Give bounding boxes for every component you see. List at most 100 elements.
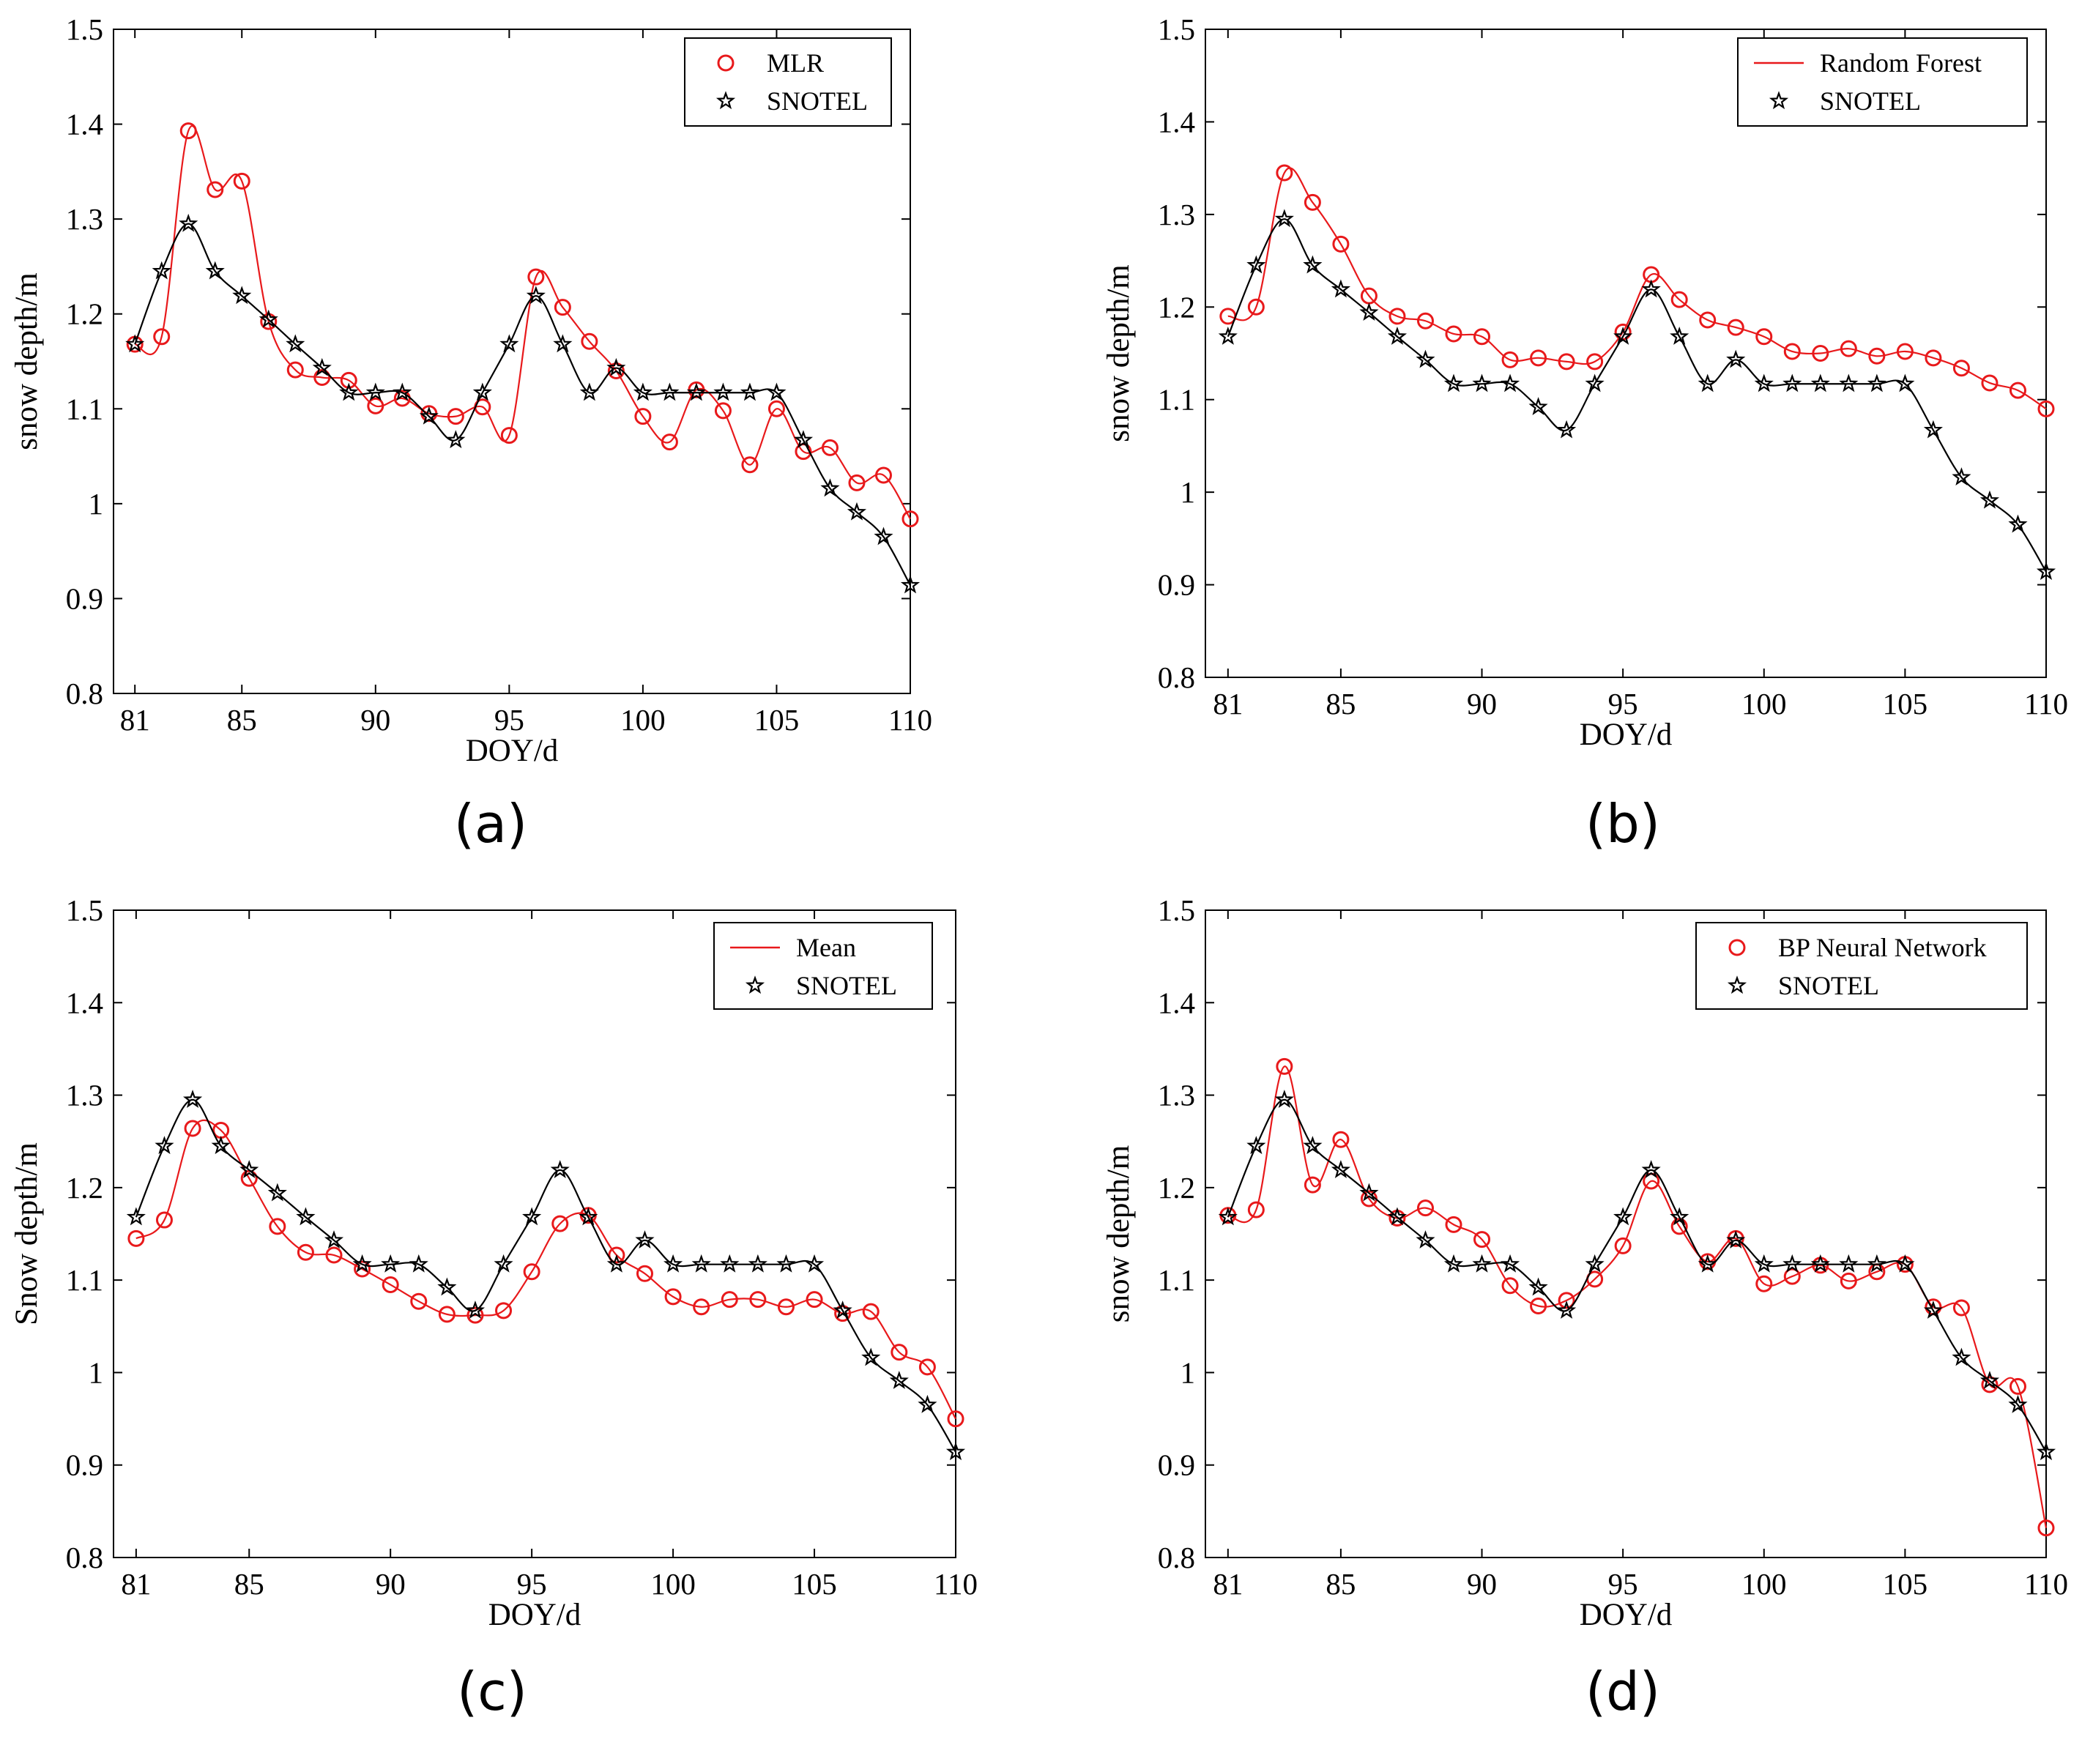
axes-box: [113, 909, 956, 1558]
data-point: [1727, 319, 1744, 336]
y-tick-label: 1.2: [1158, 290, 1195, 324]
x-tick-label: 81: [121, 1567, 151, 1601]
data-point: [466, 1306, 484, 1324]
data-point: [1557, 420, 1577, 439]
y-tick-label: 1: [1181, 1355, 1196, 1389]
data-point: [1839, 1254, 1859, 1273]
legend-label: SNOTEL: [1778, 971, 1879, 1000]
legend: BP Neural Network SNOTEL: [1695, 922, 2028, 1010]
data-point: [211, 1136, 231, 1155]
data-point: [1500, 373, 1520, 392]
data-point: [2036, 1442, 2056, 1461]
data-point: [1472, 373, 1492, 392]
data-point: [1443, 373, 1464, 392]
data-point: [634, 408, 652, 425]
data-point: [1443, 1254, 1464, 1273]
data-point: [297, 1243, 314, 1261]
data-point: [1923, 1300, 1943, 1319]
data-point: [1812, 345, 1829, 362]
data-point: [1670, 326, 1689, 345]
legend: MLR SNOTEL: [684, 37, 892, 127]
data-point: [1840, 1272, 1857, 1289]
data-point: [1530, 1298, 1547, 1315]
data-point: [1641, 1160, 1661, 1178]
y-tick-label: 1: [89, 487, 104, 521]
legend-label: Mean: [796, 933, 856, 962]
data-point: [437, 1277, 457, 1296]
x-tick-label: 100: [650, 1567, 696, 1601]
legend-label: SNOTEL: [767, 86, 868, 116]
data-point: [553, 334, 573, 353]
data-point: [499, 334, 519, 353]
data-point: [126, 1207, 146, 1226]
panel-label: (c): [457, 1661, 527, 1722]
data-point: [2037, 400, 2055, 417]
data-point: [179, 213, 198, 232]
data-point: [1613, 326, 1633, 345]
legend-label: SNOTEL: [1820, 86, 1921, 116]
data-point: [1952, 467, 1971, 486]
data-point: [409, 1254, 428, 1273]
data-point: [713, 382, 733, 401]
data-point: [862, 1303, 880, 1320]
data-point: [410, 1292, 428, 1310]
y-tick-label: 1.2: [66, 297, 103, 331]
panel-a: 81 85 90 95 100 105 110 0.8 0.9 1 1.1 1.2 1.3 1.4 1.5 D…: [10, 12, 932, 855]
data-point: [635, 1230, 655, 1248]
y-tick-label: 0.8: [66, 677, 103, 710]
data-point: [1218, 1207, 1238, 1226]
panel-b: 81 85 90 95 100 105 110 0.8 0.9 1 1.1 1.2 1.3 1.4 1.5 D…: [1101, 12, 2068, 855]
data-point: [820, 478, 840, 497]
data-point: [155, 1211, 173, 1229]
data-point: [804, 1254, 825, 1273]
x-axis-title: DOY/d: [466, 734, 559, 768]
data-point: [1528, 397, 1548, 415]
data-point: [1304, 1176, 1321, 1194]
data-point: [1754, 1254, 1774, 1273]
data-point: [833, 1300, 852, 1319]
data-point: [1246, 255, 1266, 274]
data-point: [1445, 325, 1462, 343]
data-point: [1472, 1254, 1492, 1273]
data-point: [324, 1230, 344, 1248]
data-point: [1332, 1131, 1350, 1148]
data-point: [1585, 1254, 1605, 1273]
data-point: [1810, 373, 1830, 392]
data-point: [1783, 343, 1801, 360]
x-tick-label: 81: [1213, 1567, 1243, 1601]
x-tick-label: 81: [1213, 687, 1243, 721]
y-axis-title: Snow depth/m: [10, 1142, 44, 1325]
data-point: [740, 382, 760, 401]
data-point: [847, 502, 867, 521]
data-point: [1782, 373, 1802, 392]
legend-label: BP Neural Network: [1778, 933, 1987, 962]
series-line: [1227, 167, 2047, 410]
y-axis-title: snow depth/m: [1101, 264, 1136, 442]
data-point: [152, 261, 171, 280]
data-point: [834, 1305, 852, 1322]
data-point: [1867, 1254, 1886, 1273]
data-point: [286, 334, 305, 353]
axes-box: [1205, 909, 2047, 1558]
y-tick-label: 1.4: [66, 986, 103, 1019]
data-point: [269, 1218, 286, 1235]
data-point: [551, 1215, 569, 1232]
data-point: [207, 181, 224, 198]
data-point: [664, 1288, 682, 1306]
x-tick-label: 95: [494, 703, 524, 737]
x-axis-title: DOY/d: [488, 1598, 581, 1632]
data-point: [500, 427, 518, 444]
x-tick-label: 81: [120, 703, 150, 737]
y-axis-title: snow depth/m: [10, 272, 44, 450]
data-point: [1304, 193, 1321, 211]
data-point: [153, 328, 171, 346]
legend-box: [684, 37, 892, 127]
data-point: [1979, 1371, 2000, 1389]
y-tick-label: 0.9: [1158, 568, 1195, 602]
data-point: [465, 1300, 486, 1319]
data-point: [1274, 1090, 1294, 1109]
data-point: [1303, 1136, 1323, 1155]
data-point: [606, 357, 626, 376]
y-tick-label: 1.4: [1158, 105, 1195, 138]
data-point: [806, 1291, 823, 1309]
